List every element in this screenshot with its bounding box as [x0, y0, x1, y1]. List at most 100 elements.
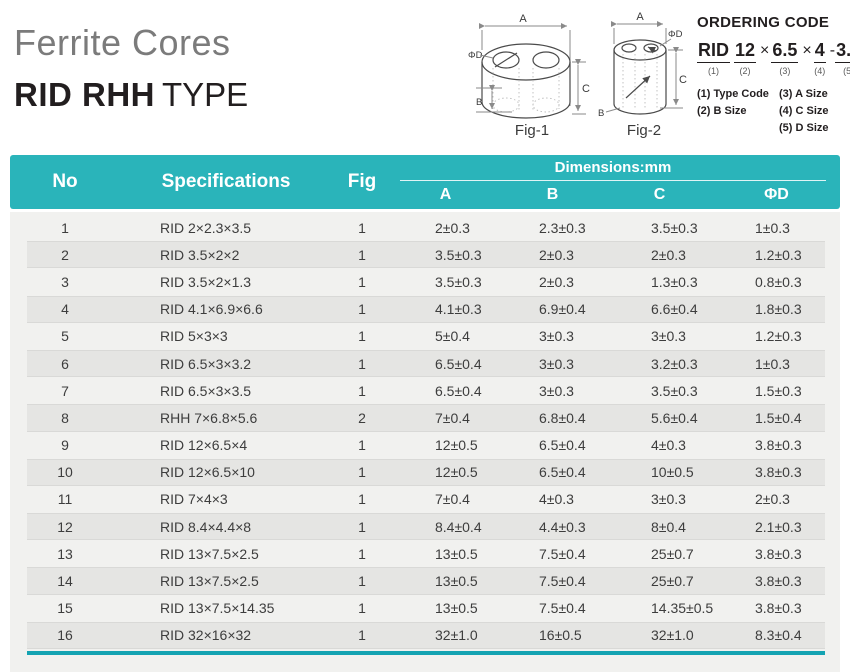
- fig1-dim-a-label: A: [519, 13, 527, 25]
- table-row: 16 RID 32×16×32 1 32±1.0 16±0.5 32±1.0 8…: [10, 621, 840, 650]
- cell-dim-a: 32±1.0: [435, 627, 478, 644]
- fig2-dim-phid-label: ΦD: [668, 29, 683, 40]
- cell-no: 15: [57, 600, 73, 617]
- cell-dim-b: 6.8±0.4: [539, 409, 586, 426]
- cell-dim-phid: 1.8±0.3: [755, 301, 802, 318]
- cell-dim-b: 2±0.3: [539, 273, 574, 290]
- cell-no: 5: [61, 328, 69, 345]
- fig1-dim-phid-label: ΦD: [468, 50, 483, 61]
- table-row: 15 RID 13×7.5×14.35 1 13±0.5 7.5±0.4 14.…: [10, 595, 840, 622]
- cell-dim-a: 2±0.3: [435, 219, 470, 236]
- cell-specification: RID 12×6.5×4: [160, 437, 248, 454]
- cell-fig: 1: [358, 246, 366, 263]
- code-part-index: (1): [708, 65, 719, 76]
- cell-specification: RID 3.5×2×1.3: [160, 273, 252, 290]
- cell-dim-c: 25±0.7: [651, 573, 694, 590]
- table-row: 10 RID 12×6.5×10 1 12±0.5 6.5±0.4 10±0.5…: [10, 458, 840, 487]
- fig2-dim-a-label: A: [636, 11, 644, 23]
- cell-dim-phid: 3.8±0.3: [755, 545, 802, 562]
- cell-dim-c: 3±0.3: [651, 328, 686, 345]
- cell-fig: 1: [358, 437, 366, 454]
- legend-item: (5) D Size: [779, 121, 829, 134]
- cell-specification: RID 12×6.5×10: [160, 464, 255, 481]
- cell-dim-c: 3.2±0.3: [651, 355, 698, 372]
- cell-dim-c: 8±0.4: [651, 518, 686, 535]
- subtitle-type-word: TYPE: [162, 76, 249, 113]
- cell-dim-c: 2±0.3: [651, 246, 686, 263]
- cell-specification: RID 7×4×3: [160, 491, 228, 508]
- cell-dim-phid: 3.8±0.3: [755, 437, 802, 454]
- cell-specification: RID 8.4×4.4×8: [160, 518, 252, 535]
- cell-dim-a: 13±0.5: [435, 545, 478, 562]
- cell-no: 11: [57, 491, 73, 508]
- cell-dim-b: 4±0.3: [539, 491, 574, 508]
- cell-fig: 2: [358, 409, 366, 426]
- cell-fig: 1: [358, 273, 366, 290]
- column-header-phid: ΦD: [764, 186, 789, 203]
- legend-item: (4) C Size: [779, 104, 829, 117]
- cell-fig: 1: [358, 301, 366, 318]
- cell-dim-b: 6.9±0.4: [539, 301, 586, 318]
- cell-specification: RID 6.5×3×3.2: [160, 355, 252, 372]
- fig2-dim-b-label: B: [598, 108, 604, 119]
- cell-dim-c: 32±1.0: [651, 627, 694, 644]
- cell-dim-a: 12±0.5: [435, 464, 478, 481]
- fig1-caption: Fig-1: [514, 122, 550, 139]
- table-row: 14 RID 13×7.5×2.5 1 13±0.5 7.5±0.4 25±0.…: [10, 567, 840, 595]
- ordering-code-segment: 12 (2): [734, 40, 757, 76]
- fig2-dim-c-label: C: [679, 74, 687, 86]
- ordering-code-line: RID (1) 12 (2) × 6.5 (3) × 4 (4) - 3.8 (…: [697, 40, 850, 76]
- cell-no: 16: [57, 627, 73, 644]
- cell-dim-phid: 3.8±0.3: [755, 464, 802, 481]
- cell-dim-b: 2.3±0.3: [539, 219, 586, 236]
- cell-no: 3: [61, 273, 69, 290]
- code-separator: -: [829, 42, 836, 59]
- cell-no: 10: [57, 464, 73, 481]
- code-part: 12: [734, 40, 757, 63]
- cell-dim-a: 5±0.4: [435, 328, 470, 345]
- cell-dim-c: 3.5±0.3: [651, 219, 698, 236]
- cell-no: 1: [61, 219, 69, 236]
- ordering-code-segment: 4 (4): [813, 40, 826, 76]
- ordering-code-segment: 3.8 (5): [835, 40, 850, 76]
- cell-fig: 1: [358, 491, 366, 508]
- cell-specification: RID 4.1×6.9×6.6: [160, 301, 263, 318]
- cell-dim-phid: 1±0.3: [755, 219, 790, 236]
- cell-no: 4: [61, 301, 69, 318]
- cell-dim-phid: 1.5±0.3: [755, 382, 802, 399]
- table-row: 5 RID 5×3×3 1 5±0.4 3±0.3 3±0.3 1.2±0.3: [10, 323, 840, 350]
- cell-specification: RID 32×16×32: [160, 627, 252, 644]
- cell-no: 6: [61, 355, 69, 372]
- cell-specification: RHH 7×6.8×5.6: [160, 409, 258, 426]
- column-header-fig: Fig: [347, 171, 377, 192]
- cell-dim-a: 3.5±0.3: [435, 246, 482, 263]
- cell-dim-a: 4.1±0.3: [435, 301, 482, 318]
- code-part-index: (2): [739, 65, 751, 76]
- column-group-dimensions: Dimensions:mm A B C ΦD: [392, 155, 840, 209]
- legend-column-2: (3) A Size (4) C Size (5) D Size: [779, 86, 849, 137]
- cell-dim-b: 3±0.3: [539, 355, 574, 372]
- cell-dim-a: 3.5±0.3: [435, 273, 482, 290]
- cell-no: 13: [57, 545, 73, 562]
- figure-1: A ΦD C B Fig-1: [468, 6, 596, 139]
- cell-no: 9: [61, 437, 69, 454]
- cell-no: 2: [61, 246, 69, 263]
- table-row: 8 RHH 7×6.8×5.6 2 7±0.4 6.8±0.4 5.6±0.4 …: [10, 404, 840, 432]
- cell-dim-b: 4.4±0.3: [539, 518, 586, 535]
- cell-dim-b: 3±0.3: [539, 382, 574, 399]
- fig1-dim-c-label: C: [582, 83, 590, 95]
- column-header-b: B: [546, 186, 559, 203]
- legend-column-1: (1) Type Code (2) B Size: [697, 86, 779, 137]
- ordering-code-segment: 6.5 (3): [771, 40, 799, 76]
- table-row: 9 RID 12×6.5×4 1 12±0.5 6.5±0.4 4±0.3 3.…: [10, 432, 840, 459]
- legend-item: (3) A Size: [779, 87, 828, 100]
- cell-no: 14: [57, 573, 73, 590]
- table-row: 12 RID 8.4×4.4×8 1 8.4±0.4 4.4±0.3 8±0.4…: [10, 513, 840, 541]
- code-part-index: (3): [779, 65, 791, 76]
- cell-dim-c: 5.6±0.4: [651, 409, 698, 426]
- cell-specification: RID 13×7.5×2.5: [160, 545, 259, 562]
- code-part: 4: [813, 40, 826, 63]
- cell-dim-phid: 1.5±0.4: [755, 409, 802, 426]
- cell-dim-a: 13±0.5: [435, 600, 478, 617]
- dimension-subheaders: A B C ΦD: [392, 181, 840, 209]
